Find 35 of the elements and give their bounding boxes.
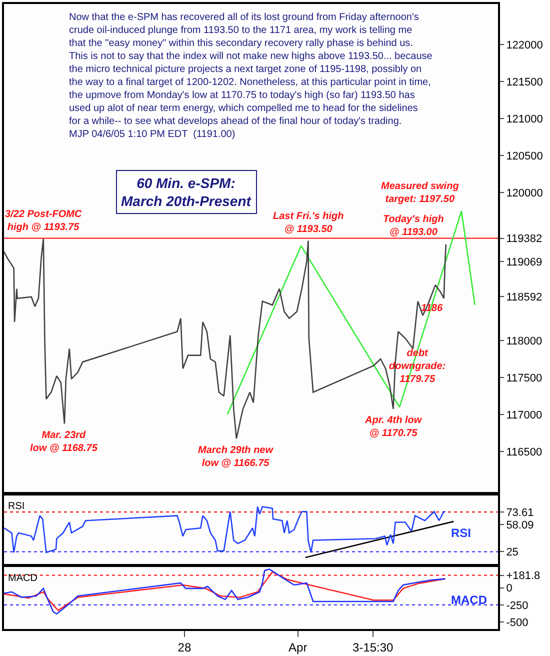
y-tick-label: 121500 [506,76,543,89]
text: Now that the e-SPM has recovered all of its lost ground from Friday afternoon's crude oil-induced plunge from 1193.50 to the 1171 area, my work is telling me that the "easy money" within this secondary recovery rally phase is behind us. This is not to say that the index will not make new highs above 1193.50... because the micro technical picture projects a next target zone of 1195-1198, possibly on the way to a final target of 1200-1202. Nonetheless, at this particular point in time, the upmove from Monday's low at 1170.75 to today's high (so far) 1193.50 has used up alot of near term energy, which compelled me to head for the sidelines for a while-- to see what develops ahead of the final hour of today's trading. MJP 04/6/05 1:10 PM EDT (1191.00) [69,12,432,140]
y-tick-label: -500 [506,616,528,629]
text: MACD [451,593,488,607]
annotation: Mar. 23rd low @ 1168.75 [30,430,98,454]
series-label: MACD [8,573,38,584]
y-tick-label: 120000 [506,187,543,200]
series-label: RSI [451,526,472,540]
annotation: Apr. 4th low @ 1170.75 [364,415,423,439]
y-tick-label: 117500 [506,372,542,384]
y-tick-label: 25 [506,546,518,559]
y-tick-label: 122000 [506,40,543,52]
y-tick-label: 119382 [506,233,542,246]
y-tick-label: 118592 [506,292,542,304]
x-tick-label: 28 [178,640,192,654]
y-tick-label: 120500 [506,150,543,162]
y-tick-label: 116500 [506,446,542,458]
annotation: March 29th new low @ 1166.75 [198,445,274,469]
y-tick-label: -250 [506,600,528,612]
annotation: Last Fri.'s high @ 1193.50 [273,211,344,235]
y-tick-label: +181.8 [506,570,540,582]
y-tick-label: 118000 [506,335,542,348]
y-tick-label: 119069 [506,256,542,268]
annotation: 3/22 Post-FOMC high @ 1193.75 [5,209,82,233]
y-tick-label: 73.61 [506,506,534,519]
y-tick-label: 117000 [506,409,542,422]
text: RSI [8,501,25,512]
annotation: Today's high @ 1193.00 [383,214,444,238]
text: 60 Min. e-SPM: March 20th-Present [121,175,252,210]
x-tick-label: Apr [288,640,308,654]
y-tick-label: 58.09 [506,519,534,532]
annotation: Measured swing target: 1197.50 [381,181,459,205]
y-tick-label: 121000 [506,113,543,126]
x-tick-label: 3-15:30 [352,640,394,654]
y-tick-label: 0 [506,582,512,595]
